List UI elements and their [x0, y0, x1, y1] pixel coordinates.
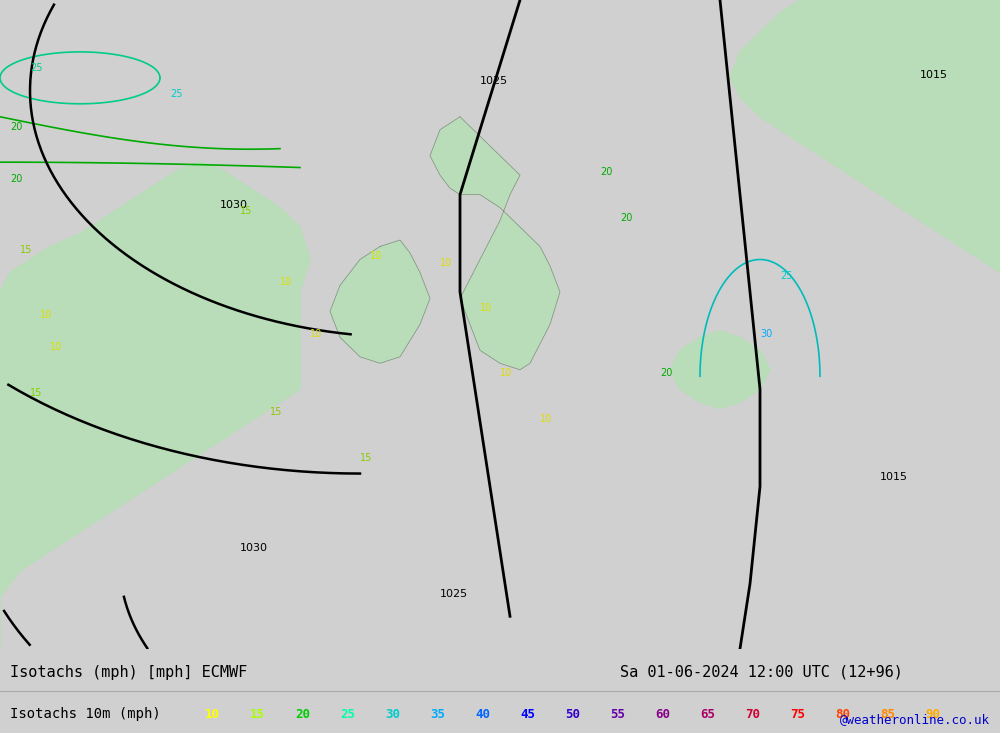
Polygon shape	[730, 0, 1000, 273]
Text: 20: 20	[660, 368, 672, 378]
Text: 10: 10	[50, 342, 62, 353]
Text: 55: 55	[610, 708, 625, 721]
Text: 10: 10	[370, 251, 382, 262]
Text: 10: 10	[310, 329, 322, 339]
Text: Sa 01-06-2024 12:00 UTC (12+96): Sa 01-06-2024 12:00 UTC (12+96)	[620, 665, 903, 679]
Text: 30: 30	[385, 708, 400, 721]
Text: 15: 15	[360, 452, 372, 463]
Text: 15: 15	[20, 245, 32, 255]
Text: 25: 25	[30, 63, 42, 73]
Text: 70: 70	[745, 708, 760, 721]
Text: 80: 80	[835, 708, 850, 721]
Text: 20: 20	[620, 213, 632, 223]
Text: 30: 30	[760, 329, 772, 339]
Text: 10: 10	[205, 708, 220, 721]
Text: 1015: 1015	[920, 70, 948, 80]
Text: @weatheronline.co.uk: @weatheronline.co.uk	[840, 713, 990, 726]
Text: 40: 40	[475, 708, 490, 721]
Text: 20: 20	[10, 122, 22, 132]
Text: 15: 15	[250, 708, 265, 721]
Text: 50: 50	[565, 708, 580, 721]
Polygon shape	[670, 331, 770, 409]
Text: 10: 10	[440, 258, 452, 268]
Text: 1015: 1015	[880, 472, 908, 482]
Text: Isotachs 10m (mph): Isotachs 10m (mph)	[10, 707, 161, 721]
Text: 35: 35	[430, 708, 445, 721]
Text: 1030: 1030	[220, 199, 248, 210]
Text: 10: 10	[540, 413, 552, 424]
Text: 1030: 1030	[240, 543, 268, 553]
Text: 10: 10	[280, 277, 292, 287]
Polygon shape	[0, 162, 310, 649]
Text: Isotachs (mph) [mph] ECMWF: Isotachs (mph) [mph] ECMWF	[10, 665, 247, 679]
Text: 15: 15	[240, 206, 252, 216]
Text: 60: 60	[655, 708, 670, 721]
Text: 75: 75	[790, 708, 805, 721]
Text: 20: 20	[295, 708, 310, 721]
Text: 20: 20	[600, 167, 612, 177]
Text: 10: 10	[500, 368, 512, 378]
Text: 10: 10	[40, 310, 52, 320]
Polygon shape	[430, 117, 560, 369]
Polygon shape	[330, 240, 430, 364]
Text: 1025: 1025	[480, 76, 508, 86]
Text: 25: 25	[170, 89, 182, 99]
Text: 45: 45	[520, 708, 535, 721]
Text: 15: 15	[270, 407, 282, 417]
Text: 25: 25	[780, 271, 792, 281]
Text: 10: 10	[480, 303, 492, 314]
Text: 1025: 1025	[440, 589, 468, 599]
Text: 20: 20	[10, 174, 22, 184]
Text: 15: 15	[30, 388, 42, 398]
Text: 90: 90	[925, 708, 940, 721]
Text: 65: 65	[700, 708, 715, 721]
Text: 85: 85	[880, 708, 895, 721]
Text: 25: 25	[340, 708, 355, 721]
